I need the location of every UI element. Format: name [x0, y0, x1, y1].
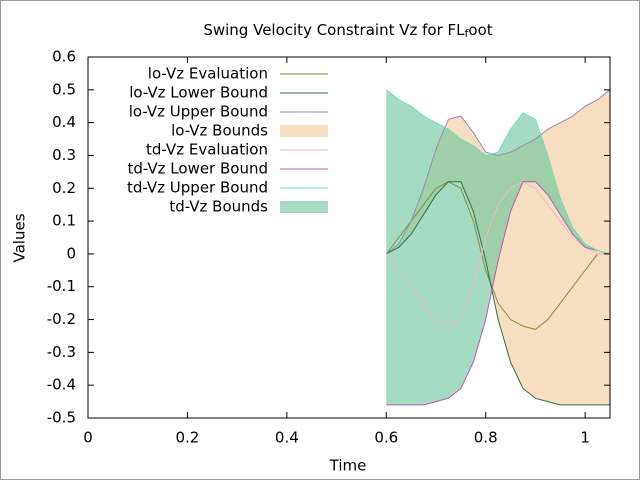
x-tick-label: 0.4: [275, 429, 299, 447]
legend-label: td-Vz Evaluation: [146, 141, 268, 159]
y-tick-label: 0.4: [52, 113, 76, 131]
line: [385, 181, 610, 327]
y-tick-label: -0.3: [47, 343, 76, 361]
chart-title: Swing Velocity Constraint Vz for FLfoot: [203, 21, 492, 41]
y-tick-label: 0.5: [52, 80, 76, 98]
x-tick-label: 0.6: [374, 429, 398, 447]
legend-label: td-Vz Lower Bound: [127, 160, 268, 178]
y-tick-label: 0.2: [52, 179, 76, 197]
y-tick-label: -0.4: [47, 376, 76, 394]
line: [385, 89, 611, 255]
y-axis-label: Values: [11, 213, 29, 262]
y-tick-label: 0.6: [52, 48, 76, 66]
legend-label: lo-Vz Evaluation: [148, 65, 268, 83]
legend-swatch: [280, 201, 328, 213]
y-tick-label: -0.1: [47, 277, 76, 295]
line: [385, 89, 611, 255]
y-tick-label: 0.1: [52, 212, 76, 230]
y-tick-label: 0: [66, 244, 76, 262]
legend-label: td-Vz Bounds: [169, 198, 268, 216]
band: [386, 89, 610, 405]
line: [386, 181, 611, 406]
legend-swatch: [280, 125, 328, 137]
line: [386, 181, 610, 406]
legend-label: lo-Vz Lower Bound: [129, 84, 268, 102]
y-tick-label: -0.2: [47, 310, 76, 328]
legend-label: lo-Vz Bounds: [171, 122, 268, 140]
y-tick-label: -0.5: [47, 409, 76, 427]
legend-label: td-Vz Upper Bound: [127, 179, 268, 197]
x-tick-label: 1: [580, 429, 590, 447]
plot-border: [87, 56, 611, 419]
x-tick-label: 0.2: [175, 429, 199, 447]
x-axis-label: Time: [329, 457, 367, 475]
line: [385, 181, 610, 330]
x-tick-label: 0: [83, 429, 93, 447]
legend-label: lo-Vz Upper Bound: [129, 103, 268, 121]
x-tick-label: 0.8: [474, 429, 498, 447]
y-tick-label: 0.3: [52, 146, 76, 164]
